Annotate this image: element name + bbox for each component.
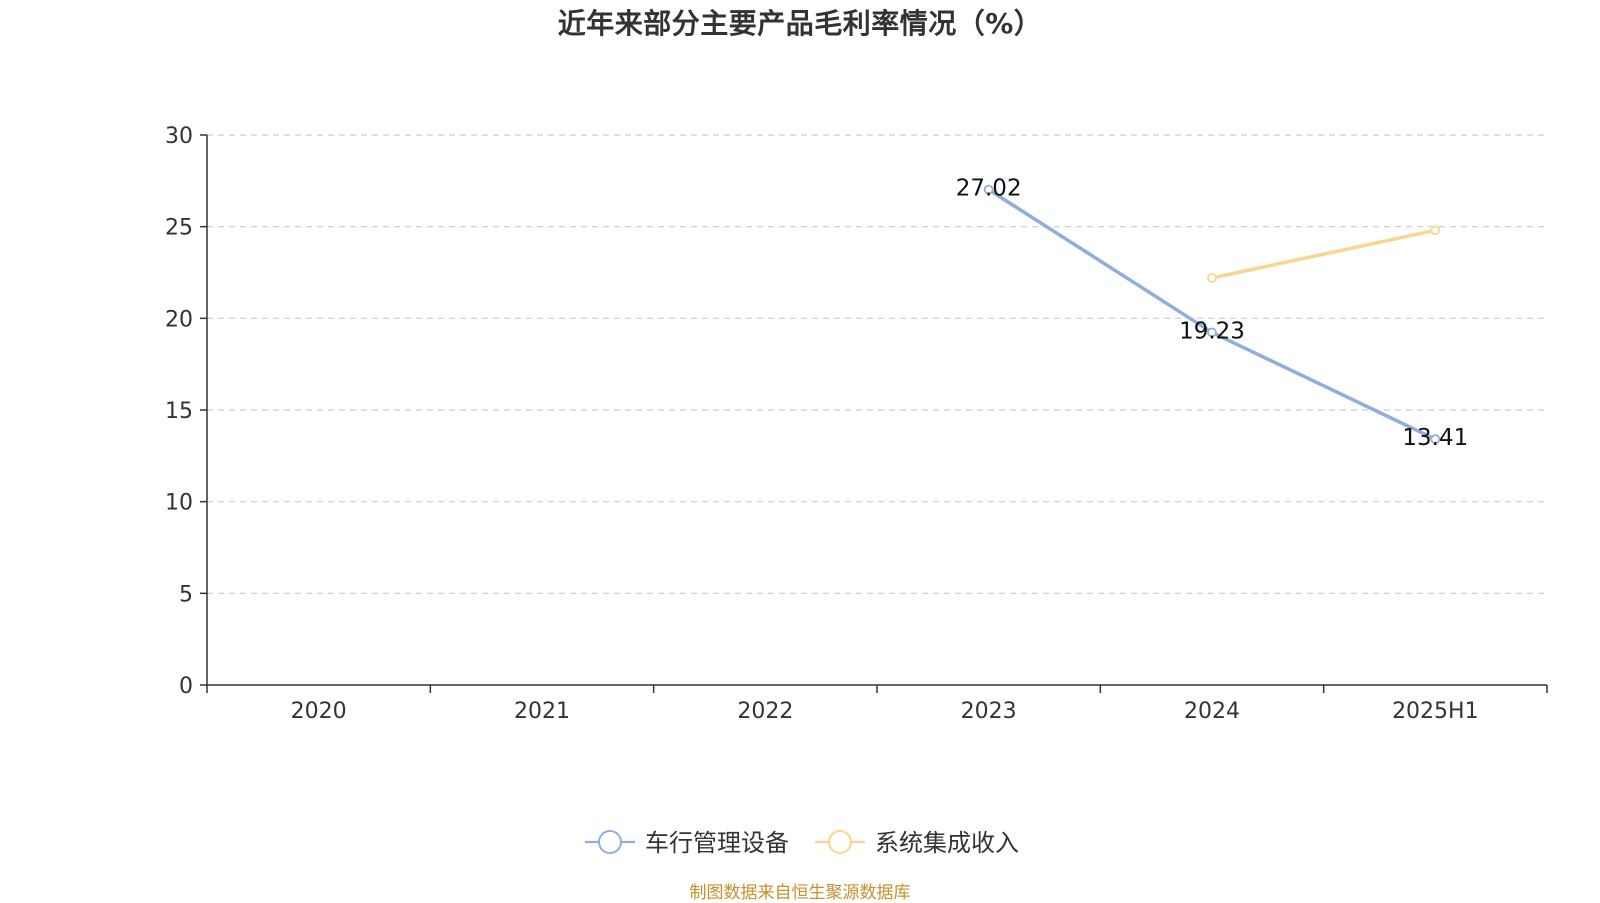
legend-swatch-marker <box>598 830 622 854</box>
data-label: 27.02 <box>956 176 1022 202</box>
x-tick-label: 2021 <box>514 699 570 724</box>
series-line-1 <box>1210 228 1438 280</box>
series-lines <box>983 184 1441 445</box>
y-tick-label: 5 <box>179 582 193 607</box>
y-tick-label: 0 <box>179 674 193 699</box>
x-tick-label: 2023 <box>961 699 1017 724</box>
data-label: 19.23 <box>1179 318 1245 344</box>
legend[interactable]: 车行管理设备 系统集成收入 <box>585 829 1019 857</box>
y-tick-label: 25 <box>165 216 193 241</box>
y-tick-label: 10 <box>165 491 193 516</box>
data-point[interactable] <box>1430 225 1441 236</box>
y-tick-label: 20 <box>165 307 193 332</box>
legend-swatch-marker <box>828 830 852 854</box>
y-tick-label: 30 <box>165 124 193 149</box>
data-point[interactable] <box>1207 327 1217 338</box>
source-note: 制图数据来自恒生聚源数据库 <box>689 883 911 903</box>
legend-label: 系统集成收入 <box>875 829 1019 857</box>
legend-item-0[interactable]: 车行管理设备 <box>585 829 789 857</box>
x-tick-label: 2020 <box>291 699 347 724</box>
x-tick-label: 2022 <box>737 699 793 724</box>
data-point[interactable] <box>983 184 994 195</box>
x-tick-label: 2025H1 <box>1392 699 1479 724</box>
y-tick-label: 15 <box>165 399 193 424</box>
axes: 0 5 10 15 20 25 30 2020 2021 2022 2023 2024 2025H1 <box>165 124 1548 724</box>
x-tick-label: 2024 <box>1184 699 1240 724</box>
data-point[interactable] <box>1207 273 1217 283</box>
data-label: 13.41 <box>1402 425 1468 451</box>
chart-title: 近年来部分主要产品毛利率情况（%） <box>557 7 1043 40</box>
legend-item-1[interactable]: 系统集成收入 <box>815 829 1019 857</box>
legend-label: 车行管理设备 <box>645 829 789 857</box>
data-labels: 27.02 19.23 13.41 <box>956 176 1469 452</box>
data-point[interactable] <box>1430 434 1441 445</box>
grid-lines <box>207 134 1547 594</box>
